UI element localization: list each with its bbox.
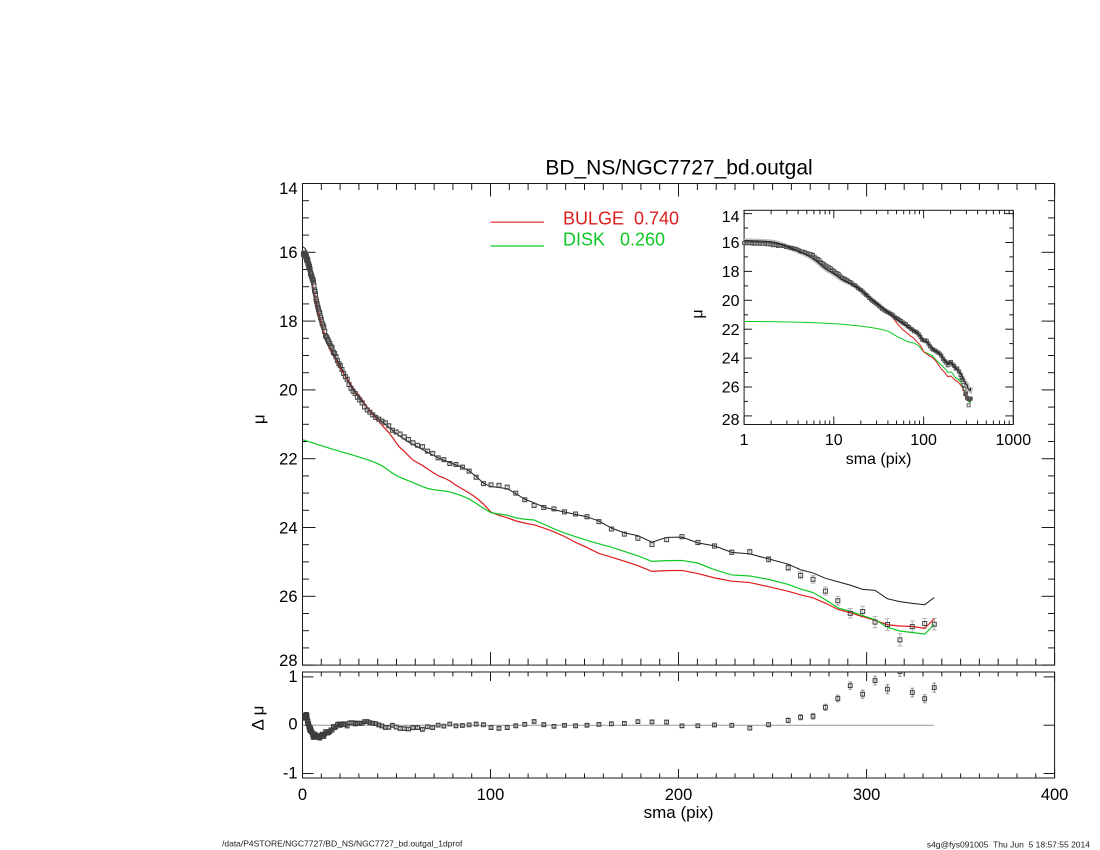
svg-text:14: 14 [722, 209, 740, 226]
svg-text:sma (pix): sma (pix) [846, 451, 912, 468]
svg-text:DISK 0.260: DISK 0.260 [563, 230, 665, 250]
svg-text:16: 16 [279, 244, 297, 262]
svg-text:0: 0 [298, 786, 307, 804]
svg-text:BD_NS/NGC7727_bd.outgal: BD_NS/NGC7727_bd.outgal [545, 157, 812, 180]
svg-text:16: 16 [722, 235, 740, 252]
svg-text:20: 20 [279, 382, 297, 400]
svg-text:0: 0 [288, 716, 297, 734]
svg-text:200: 200 [665, 786, 693, 804]
svg-text:/data/P4STORE/NGC7727/BD_NS/NG: /data/P4STORE/NGC7727/BD_NS/NGC7727_bd.o… [222, 839, 463, 849]
svg-text:18: 18 [279, 313, 297, 331]
svg-text:s4g@fys091005 Thu Jun 5 18:5: s4g@fys091005 Thu Jun 5 18:57:55 2014 [927, 840, 1090, 850]
svg-text:400: 400 [1041, 786, 1069, 804]
svg-text:14: 14 [279, 180, 297, 198]
svg-text:BULGE 0.740: BULGE 0.740 [563, 208, 679, 228]
svg-text:100: 100 [910, 432, 937, 449]
svg-text:1: 1 [288, 668, 297, 686]
svg-text:22: 22 [279, 451, 297, 469]
svg-text:22: 22 [722, 322, 740, 339]
svg-text:Δ μ: Δ μ [249, 706, 268, 731]
svg-text:28: 28 [722, 412, 740, 429]
svg-text:1: 1 [740, 432, 749, 449]
svg-text:24: 24 [722, 351, 740, 368]
svg-text:-1: -1 [283, 765, 298, 783]
svg-text:300: 300 [853, 786, 881, 804]
svg-text:μ: μ [690, 309, 707, 318]
svg-text:1000: 1000 [996, 432, 1032, 449]
svg-text:sma (pix): sma (pix) [644, 803, 714, 822]
svg-text:28: 28 [279, 652, 297, 670]
svg-text:24: 24 [279, 519, 297, 537]
svg-text:μ: μ [249, 414, 268, 424]
svg-text:26: 26 [279, 588, 297, 606]
svg-text:26: 26 [722, 380, 740, 397]
svg-text:20: 20 [722, 293, 740, 310]
svg-text:100: 100 [477, 786, 505, 804]
svg-text:18: 18 [722, 264, 740, 281]
svg-text:10: 10 [825, 432, 843, 449]
